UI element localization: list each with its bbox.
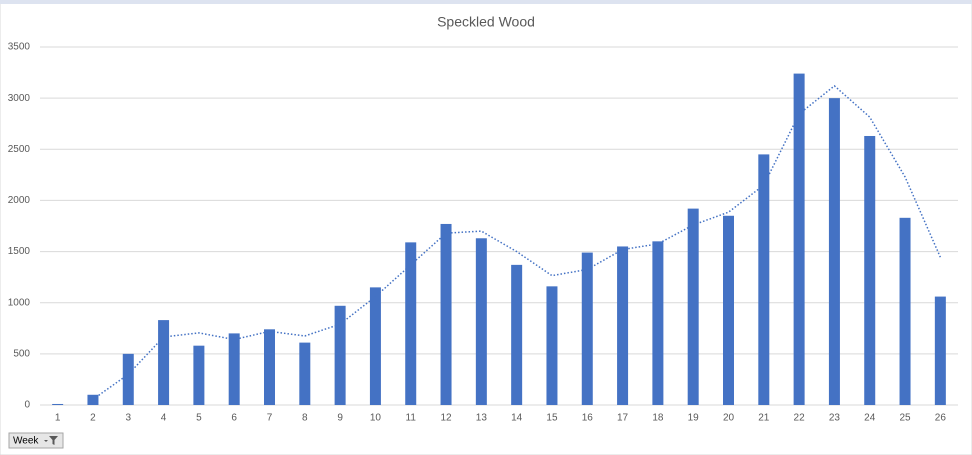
x-tick-label: 13 <box>476 413 488 424</box>
bar <box>652 241 664 405</box>
bar <box>264 329 275 405</box>
x-tick-label: 26 <box>935 413 947 424</box>
y-tick-label: 3000 <box>8 93 31 104</box>
bar <box>899 217 911 405</box>
bar <box>617 246 629 405</box>
bar <box>158 320 170 405</box>
x-tick-label: 22 <box>794 413 806 424</box>
x-tick-label: 25 <box>899 413 911 424</box>
x-tick-label: 20 <box>723 413 735 424</box>
bar <box>828 98 840 406</box>
y-tick-label: 500 <box>13 348 30 359</box>
bar <box>228 333 240 405</box>
chart-title: Speckled Wood <box>437 14 535 30</box>
filter-icon[interactable] <box>44 436 58 445</box>
bar <box>440 223 452 405</box>
y-tick-label: 1500 <box>8 246 31 257</box>
bar <box>758 154 770 405</box>
x-tick-label: 14 <box>511 413 523 424</box>
bar <box>793 73 805 405</box>
x-tick-label: 10 <box>370 413 382 424</box>
x-tick-label: 24 <box>864 413 876 424</box>
bar <box>369 287 381 405</box>
x-tick-label: 1 <box>55 413 61 424</box>
x-tick-label: 23 <box>829 413 841 424</box>
field-button-box[interactable] <box>8 432 64 449</box>
bar <box>864 135 876 405</box>
y-tick-label: 0 <box>24 400 30 411</box>
field-button[interactable]: Week <box>8 432 64 449</box>
field-button-label[interactable]: Week <box>13 436 39 447</box>
y-tick-label: 1000 <box>8 297 31 308</box>
y-tick-label: 2500 <box>8 144 31 155</box>
bar <box>475 238 487 405</box>
bar <box>723 215 734 405</box>
x-tick-label: 16 <box>582 413 594 424</box>
bar <box>405 242 417 405</box>
x-tick-label: 7 <box>267 413 273 424</box>
x-tick-label: 21 <box>758 413 770 424</box>
x-tick-label: 3 <box>125 413 131 424</box>
bar <box>546 286 558 405</box>
x-tick-label: 5 <box>196 413 202 424</box>
bar <box>581 252 593 405</box>
trendline <box>92 84 942 400</box>
x-tick-label: 17 <box>617 413 629 424</box>
x-tick-label: 11 <box>406 413 417 424</box>
bar <box>122 353 134 405</box>
bar <box>511 264 523 405</box>
x-tick-label: 19 <box>688 413 700 424</box>
y-tick-label: 3500 <box>8 42 31 53</box>
bar <box>934 296 946 405</box>
x-tick-label: 12 <box>440 413 452 424</box>
bar <box>334 305 346 405</box>
x-tick-label: 2 <box>90 413 96 424</box>
x-tick-label: 9 <box>337 413 343 424</box>
x-tick-label: 18 <box>652 413 664 424</box>
x-tick-label: 6 <box>231 413 237 424</box>
x-tick-label: 4 <box>161 413 167 424</box>
x-tick-label: 8 <box>302 413 308 424</box>
y-tick-label: 2000 <box>8 195 31 206</box>
bar <box>193 345 205 405</box>
bar <box>687 208 699 405</box>
bar <box>299 342 311 405</box>
x-tick-label: 15 <box>546 413 558 424</box>
bar <box>87 394 99 405</box>
top-strip <box>0 0 972 4</box>
bar <box>52 403 64 405</box>
